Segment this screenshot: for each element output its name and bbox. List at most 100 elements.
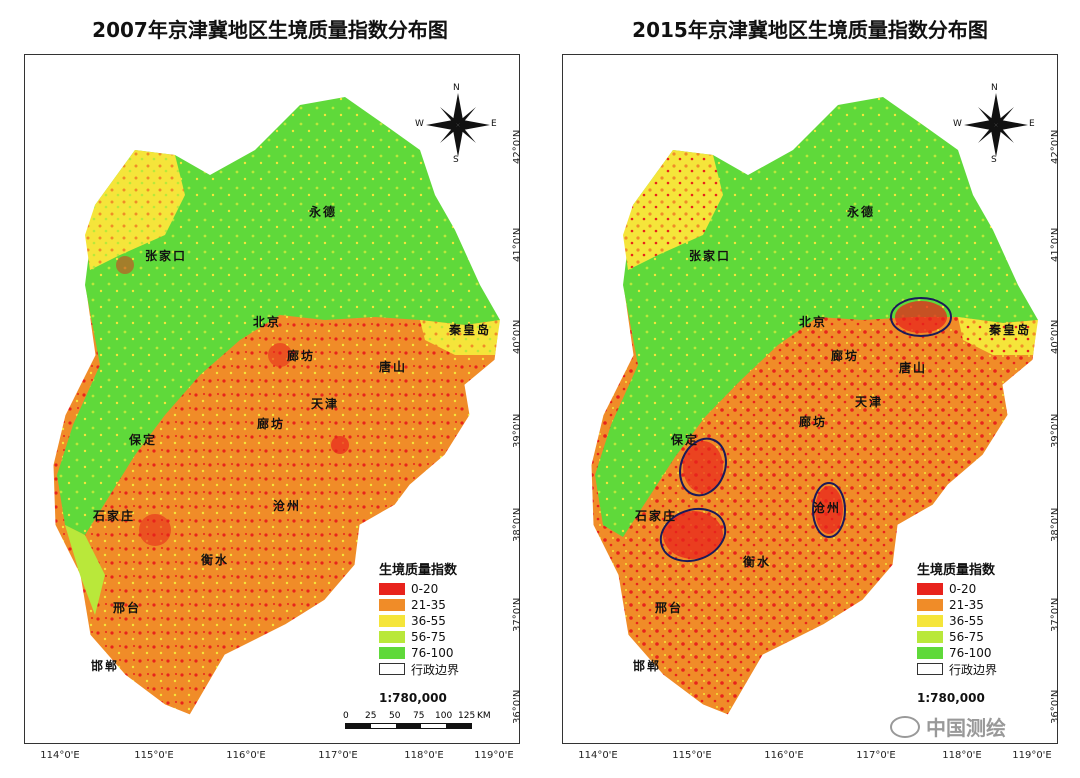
legend-item: 0-20 xyxy=(917,581,997,597)
lon-tick: 119°0'E xyxy=(1012,750,1052,761)
map-title: 2015年京津冀地区生境质量指数分布图 xyxy=(632,18,988,42)
scalebar-tick: 50 xyxy=(389,711,401,721)
yellow-zone-ne xyxy=(958,317,1038,355)
highlight-ellipse xyxy=(659,507,727,563)
lon-tick: 115°0'E xyxy=(134,750,174,761)
highlight-ellipse xyxy=(812,482,846,538)
legend-item: 56-75 xyxy=(917,629,997,645)
lat-tick: 41°0'N xyxy=(1050,227,1061,262)
lat-tick: 37°0'N xyxy=(1050,597,1061,632)
lon-tick: 114°0'E xyxy=(578,750,618,761)
legend-title: 生境质量指数 xyxy=(379,563,458,578)
city-label: 邢台 xyxy=(113,601,142,615)
lon-tick: 116°0'E xyxy=(764,750,804,761)
map-panel-2015: 2015年京津冀地区生境质量指数分布图 xyxy=(540,0,1080,778)
legend-label: 56-75 xyxy=(949,630,984,644)
city-label: 衡水 xyxy=(743,555,772,569)
lat-tick: 42°0'N xyxy=(1050,129,1061,164)
city-label: 衡水 xyxy=(201,553,230,567)
city-label: 沧州 xyxy=(273,499,302,513)
lat-tick: 39°0'N xyxy=(512,413,523,448)
compass-n: N xyxy=(453,83,462,93)
city-label: 廊坊 xyxy=(799,415,828,429)
latitude-axis: 42°0'N 41°0'N 40°0'N 39°0'N 38°0'N 37°0'… xyxy=(512,54,534,744)
scale-bar: 0 25 50 75 100 125 KM xyxy=(343,711,495,735)
legend-item: 行政边界 xyxy=(917,661,997,677)
highlight-ellipse xyxy=(890,297,952,337)
watermark-text: 中国测绘 xyxy=(926,716,1006,740)
legend: 生境质量指数 0-20 21-35 36-55 56-75 76-100 行政边… xyxy=(379,559,459,677)
lon-tick: 116°0'E xyxy=(226,750,266,761)
city-label: 北京 xyxy=(253,315,282,329)
yellow-zone-w xyxy=(65,525,105,615)
lon-tick: 117°0'E xyxy=(856,750,896,761)
legend-title: 生境质量指数 xyxy=(917,563,996,578)
legend-label: 21-35 xyxy=(949,598,984,612)
legend-item: 56-75 xyxy=(379,629,459,645)
city-label: 邯郸 xyxy=(91,659,120,673)
legend-label: 0-20 xyxy=(411,582,439,596)
compass-icon xyxy=(426,93,490,157)
highlight-ellipse xyxy=(679,437,727,497)
scalebar-tick: 25 xyxy=(365,711,377,721)
compass-e: E xyxy=(491,119,499,129)
scalebar-tick: KM xyxy=(477,711,491,721)
yellow-zone-ne xyxy=(420,320,500,355)
city-label: 天津 xyxy=(855,395,884,409)
legend-label: 56-75 xyxy=(411,630,446,644)
region-map xyxy=(590,93,1039,716)
compass-s: S xyxy=(991,155,999,165)
city-label: 秦皇岛 xyxy=(989,323,1032,337)
lat-tick: 40°0'N xyxy=(512,319,523,354)
compass-icon xyxy=(964,93,1028,157)
city-label: 唐山 xyxy=(379,360,408,374)
map-title: 2007年京津冀地区生境质量指数分布图 xyxy=(92,18,448,42)
legend-label: 行政边界 xyxy=(411,662,460,677)
lat-tick: 39°0'N xyxy=(1050,413,1061,448)
legend-label: 36-55 xyxy=(411,614,446,628)
city-label: 廊坊 xyxy=(287,349,316,363)
legend-label: 行政边界 xyxy=(949,662,998,677)
longitude-axis: 114°0'E 115°0'E 116°0'E 117°0'E 118°0'E … xyxy=(24,750,520,770)
map-frame: N S W E 永德 张家口 北京 秦皇岛 廊坊 唐山 天津 廊坊 保定 石家庄… xyxy=(562,54,1058,744)
legend-label: 76-100 xyxy=(949,646,992,660)
city-label: 唐山 xyxy=(899,361,928,375)
city-label: 廊坊 xyxy=(257,417,286,431)
city-label: 保定 xyxy=(129,433,158,447)
city-label: 沧州 xyxy=(813,501,842,515)
compass-e: E xyxy=(1029,119,1037,129)
city-label: 廊坊 xyxy=(831,349,860,363)
yellow-zone-nw xyxy=(85,150,185,270)
legend-item: 36-55 xyxy=(917,613,997,629)
watermark: 中国测绘 xyxy=(890,712,1006,741)
city-label: 石家庄 xyxy=(635,509,678,523)
legend-item: 0-20 xyxy=(379,581,459,597)
legend-label: 76-100 xyxy=(411,646,454,660)
yellow-zone-nw xyxy=(623,150,723,270)
legend-label: 36-55 xyxy=(949,614,984,628)
lon-tick: 119°0'E xyxy=(474,750,514,761)
longitude-axis: 114°0'E 115°0'E 116°0'E 117°0'E 118°0'E … xyxy=(562,750,1058,770)
legend-item: 36-55 xyxy=(379,613,459,629)
scalebar-tick: 100 xyxy=(435,711,453,721)
wechat-icon xyxy=(890,715,920,738)
legend: 生境质量指数 0-20 21-35 36-55 56-75 76-100 行政边… xyxy=(917,559,997,677)
lon-tick: 114°0'E xyxy=(40,750,80,761)
scalebar-tick: 125 xyxy=(458,711,476,721)
city-label: 张家口 xyxy=(689,249,732,263)
lon-tick: 118°0'E xyxy=(942,750,982,761)
compass-w: W xyxy=(953,119,964,129)
lon-tick: 118°0'E xyxy=(404,750,444,761)
legend-item: 76-100 xyxy=(917,645,997,661)
lat-tick: 41°0'N xyxy=(512,227,523,262)
lat-tick: 42°0'N xyxy=(512,129,523,164)
lon-tick: 117°0'E xyxy=(318,750,358,761)
lat-tick: 38°0'N xyxy=(512,507,523,542)
lat-tick: 38°0'N xyxy=(1050,507,1061,542)
map-panel-2007: 2007年京津冀地区生境质量指数分布图 xyxy=(24,18,534,770)
city-label: 邯郸 xyxy=(633,659,662,673)
scale-ratio: 1:780,000 xyxy=(917,691,985,705)
city-label: 永德 xyxy=(847,205,876,219)
legend-item: 21-35 xyxy=(379,597,459,613)
compass-s: S xyxy=(453,155,461,165)
